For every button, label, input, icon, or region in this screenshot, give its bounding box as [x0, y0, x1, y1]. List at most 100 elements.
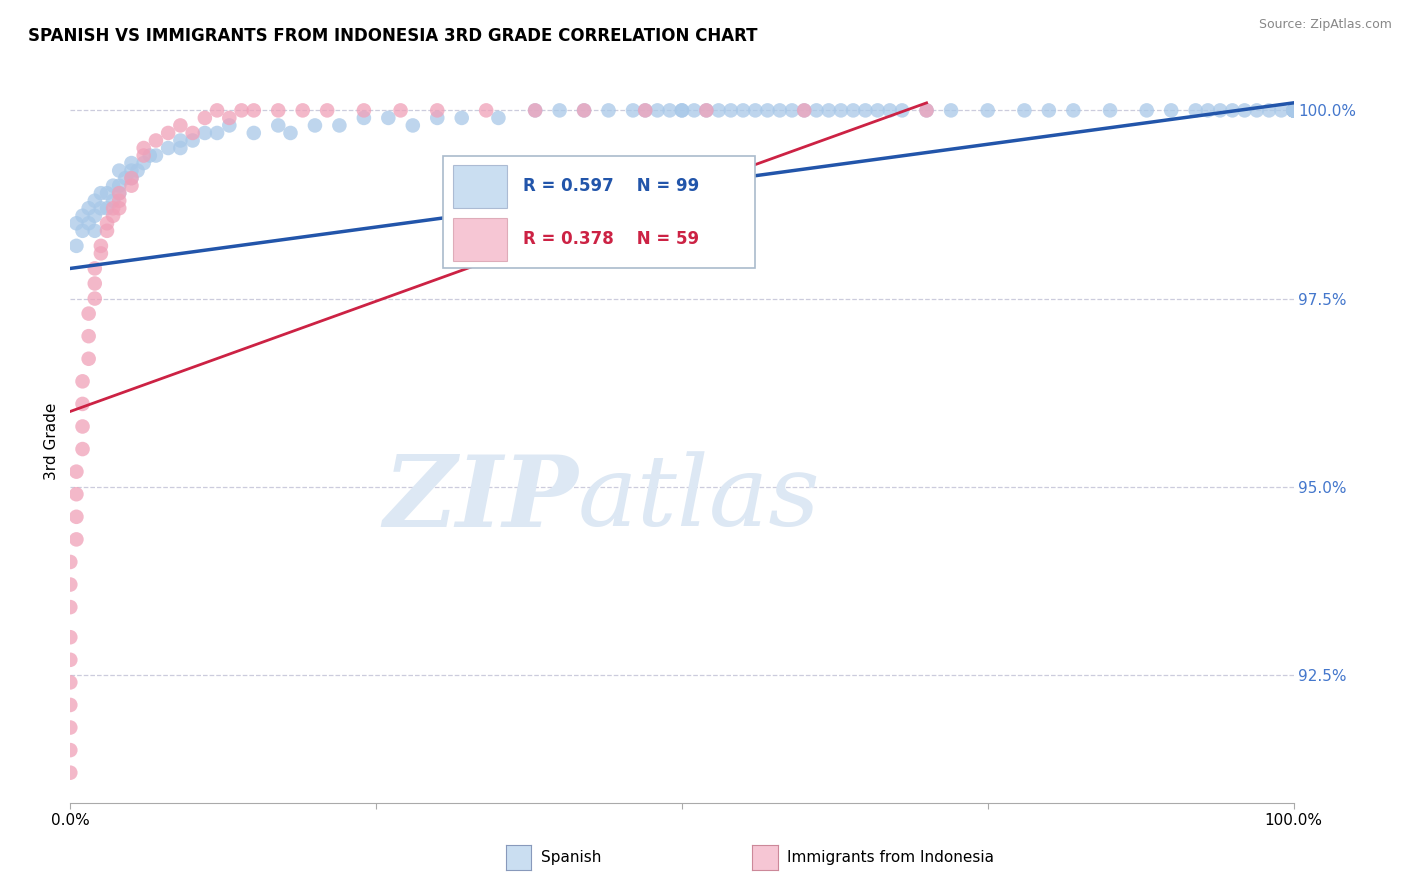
- Point: [353, 111, 375, 125]
- Point: [121, 178, 143, 193]
- Point: [1220, 103, 1243, 118]
- Point: [634, 103, 657, 118]
- Point: [1209, 103, 1232, 118]
- Point: [426, 111, 449, 125]
- Point: [77, 201, 100, 215]
- Point: [1282, 103, 1305, 118]
- Point: [121, 163, 143, 178]
- Point: [218, 111, 240, 125]
- Point: [83, 292, 105, 306]
- Point: [267, 103, 290, 118]
- Point: [108, 201, 131, 215]
- Point: [77, 351, 100, 366]
- Point: [72, 419, 94, 434]
- Point: [96, 201, 118, 215]
- Point: [205, 126, 228, 140]
- Text: ZIP: ZIP: [382, 451, 578, 548]
- Point: [377, 111, 399, 125]
- Point: [780, 103, 803, 118]
- Point: [157, 141, 180, 155]
- Point: [101, 201, 124, 215]
- Point: [90, 246, 112, 260]
- Text: atlas: atlas: [578, 451, 821, 547]
- Point: [108, 186, 131, 201]
- Point: [108, 194, 131, 208]
- Point: [1258, 103, 1281, 118]
- Point: [304, 119, 326, 133]
- Point: [647, 103, 669, 118]
- Point: [842, 103, 865, 118]
- Point: [328, 119, 350, 133]
- Point: [572, 103, 595, 118]
- Point: [96, 224, 118, 238]
- Point: [65, 487, 87, 501]
- Point: [707, 103, 730, 118]
- Point: [658, 103, 681, 118]
- Point: [1282, 103, 1305, 118]
- Point: [132, 141, 155, 155]
- Point: [524, 103, 547, 118]
- Point: [891, 103, 914, 118]
- Point: [72, 375, 94, 389]
- Text: R = 0.378    N = 59: R = 0.378 N = 59: [523, 230, 699, 248]
- Point: [450, 111, 472, 125]
- Point: [108, 178, 131, 193]
- Point: [830, 103, 852, 118]
- Text: R = 0.597    N = 99: R = 0.597 N = 99: [523, 177, 699, 194]
- Point: [733, 103, 755, 118]
- Point: [1282, 103, 1305, 118]
- Point: [1197, 103, 1219, 118]
- Point: [1136, 103, 1159, 118]
- Point: [77, 216, 100, 230]
- Point: [83, 277, 105, 291]
- Point: [108, 186, 131, 201]
- Point: [634, 103, 657, 118]
- Point: [72, 397, 94, 411]
- Point: [915, 103, 938, 118]
- Point: [169, 134, 191, 148]
- Point: [744, 103, 766, 118]
- Point: [231, 103, 253, 118]
- Point: [145, 148, 167, 162]
- Point: [218, 119, 240, 133]
- Point: [65, 465, 87, 479]
- Point: [976, 103, 998, 118]
- Point: [205, 103, 228, 118]
- Point: [139, 148, 162, 162]
- Point: [59, 698, 82, 712]
- Point: [59, 577, 82, 591]
- Point: [169, 141, 191, 155]
- Point: [83, 224, 105, 238]
- Text: Source: ZipAtlas.com: Source: ZipAtlas.com: [1258, 18, 1392, 31]
- Point: [621, 103, 644, 118]
- Point: [194, 126, 217, 140]
- FancyBboxPatch shape: [443, 156, 755, 268]
- Point: [96, 186, 118, 201]
- Point: [243, 103, 266, 118]
- Point: [72, 442, 94, 456]
- Point: [1160, 103, 1182, 118]
- Point: [1184, 103, 1206, 118]
- Point: [316, 103, 339, 118]
- Point: [121, 171, 143, 186]
- Text: SPANISH VS IMMIGRANTS FROM INDONESIA 3RD GRADE CORRELATION CHART: SPANISH VS IMMIGRANTS FROM INDONESIA 3RD…: [28, 27, 758, 45]
- Point: [101, 178, 124, 193]
- Point: [1233, 103, 1256, 118]
- Point: [121, 156, 143, 170]
- Point: [108, 163, 131, 178]
- Point: [1282, 103, 1305, 118]
- Point: [65, 533, 87, 547]
- Text: Spanish: Spanish: [541, 850, 602, 864]
- Point: [1062, 103, 1084, 118]
- Point: [169, 119, 191, 133]
- Point: [1282, 103, 1305, 118]
- Point: [1099, 103, 1122, 118]
- Point: [756, 103, 779, 118]
- Point: [243, 126, 266, 140]
- Point: [671, 103, 693, 118]
- Point: [72, 224, 94, 238]
- Point: [1282, 103, 1305, 118]
- Point: [1282, 103, 1305, 118]
- Point: [127, 163, 149, 178]
- Point: [720, 103, 742, 118]
